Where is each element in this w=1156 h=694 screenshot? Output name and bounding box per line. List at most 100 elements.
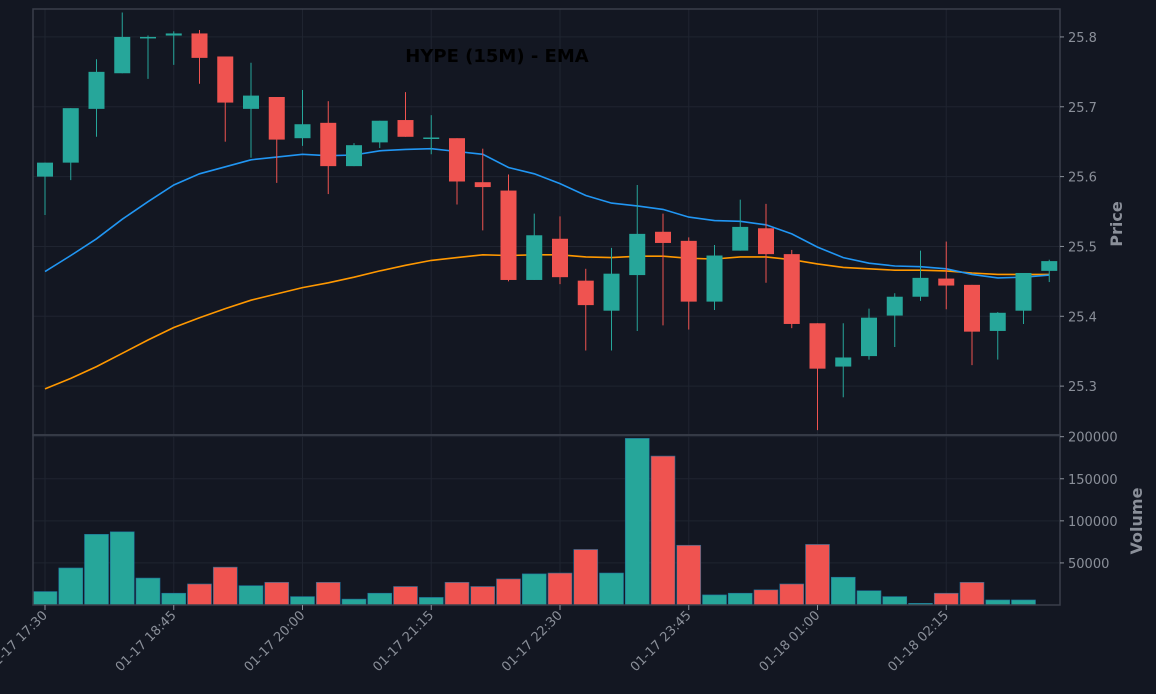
volume-bar: [830, 576, 856, 606]
candle-body-up: [1015, 272, 1032, 311]
volume-axis-label: Volume: [1127, 487, 1146, 554]
volume-panel-frame: [32, 434, 1061, 606]
price-tick-label: 25.4: [1068, 310, 1097, 325]
candle-body-up: [294, 124, 311, 139]
candle-body-down: [500, 190, 517, 280]
candle-body-down: [320, 122, 337, 167]
price-tick-label: 25.3: [1068, 380, 1097, 395]
volume-bar: [84, 534, 109, 606]
volume-bar: [805, 544, 830, 606]
candle-body-down: [191, 33, 208, 58]
price-panel-frame: [32, 8, 1061, 436]
candle-body-up: [526, 235, 543, 280]
volume-bars: [32, 438, 1036, 606]
candle-body-down: [680, 240, 697, 302]
volume-bar: [727, 592, 753, 606]
price-tick-label: 25.8: [1068, 31, 1097, 46]
volume-bar: [1011, 599, 1036, 606]
candle-body-down: [809, 323, 826, 369]
candle-body-down: [449, 138, 465, 182]
volume-bar: [856, 590, 882, 606]
candle-body-down: [577, 280, 594, 306]
volume-bar: [547, 572, 573, 606]
volume-bar: [779, 583, 805, 606]
volume-bar: [985, 599, 1011, 606]
volume-bar: [238, 585, 264, 606]
candle-body-up: [1041, 261, 1058, 271]
volume-bar: [444, 581, 470, 606]
candle-body-down: [938, 278, 955, 286]
candle-body-up: [423, 137, 440, 139]
volume-tick-label: 200000: [1068, 431, 1118, 446]
candle-body-up: [912, 277, 929, 297]
candle-body-down: [655, 231, 671, 243]
volume-bar: [882, 596, 908, 606]
candle-body-up: [886, 296, 903, 316]
time-tick-label: 01-17 17:30: [0, 608, 51, 675]
candle-body-up: [114, 36, 131, 74]
volume-bar: [109, 531, 135, 606]
candle-body-up: [989, 312, 1006, 331]
volume-bar: [650, 455, 676, 606]
candles: [37, 12, 1058, 431]
price-axis-label: Price: [1107, 201, 1126, 247]
volume-bar: [599, 572, 624, 606]
candle-body-down: [552, 238, 568, 278]
time-tick-label: 01-17 23:45: [628, 608, 695, 675]
ema-lines: [44, 147, 1050, 390]
candle-body-up: [371, 120, 388, 143]
candle-body-down: [268, 96, 285, 140]
volume-axis-ticks: 50000 100000 150000 200000: [1060, 431, 1118, 572]
volume-bar: [470, 586, 496, 606]
candle-body-up: [603, 273, 620, 311]
time-tick-label: 01-17 20:00: [242, 608, 309, 675]
candle-body-up: [346, 145, 362, 167]
candle-body-up: [62, 108, 79, 163]
grid: [33, 9, 1060, 605]
candle-body-up: [140, 36, 156, 39]
ema-slow-line: [44, 253, 1050, 390]
candle-body-down: [964, 284, 980, 332]
volume-bar: [161, 592, 187, 606]
candle-body-down: [474, 182, 491, 188]
candle-body-up: [835, 357, 852, 367]
volume-bar: [496, 578, 521, 606]
volume-bar: [341, 598, 367, 606]
volume-bar: [290, 596, 315, 606]
volume-bar: [676, 544, 702, 606]
candle-body-down: [397, 120, 414, 137]
time-tick-label: 01-17 18:45: [113, 608, 180, 675]
volume-bar: [212, 566, 238, 606]
candle-body-down: [758, 228, 774, 255]
time-axis-ticks: 01-17 17:30 01-17 18:45 01-17 20:00 01-17 2…: [0, 605, 952, 675]
volume-bar: [573, 549, 599, 606]
time-tick-label: 01-18 01:00: [757, 608, 824, 675]
volume-bar: [393, 586, 418, 606]
panel-frames: [32, 8, 1061, 606]
candle-body-up: [629, 233, 646, 276]
candle-body-up: [706, 255, 723, 302]
chart-title: HYPE (15M) - EMA: [405, 46, 588, 67]
time-tick-label: 01-18 02:15: [885, 608, 952, 675]
volume-bar: [187, 583, 212, 606]
volume-bar: [135, 577, 161, 606]
volume-bar: [624, 438, 650, 606]
volume-tick-label: 100000: [1068, 515, 1118, 530]
price-axis-ticks: 25.3 25.4 25.5 25.6 25.7 25.8: [1060, 31, 1097, 395]
candle-body-up: [861, 317, 877, 357]
candle-body-down: [783, 254, 800, 324]
time-tick-label: 01-17 21:15: [370, 608, 437, 675]
candle-body-up: [88, 71, 105, 109]
ema-fast-line: [44, 147, 1050, 279]
candle-body-up: [165, 33, 182, 36]
volume-bar: [418, 597, 444, 606]
price-tick-label: 25.6: [1068, 171, 1097, 186]
volume-bar: [367, 592, 393, 606]
price-tick-label: 25.7: [1068, 101, 1097, 116]
candle-body-up: [243, 95, 259, 109]
volume-bar: [521, 573, 547, 606]
volume-bar: [32, 591, 58, 606]
volume-bar: [264, 581, 290, 606]
candle-body-up: [37, 162, 53, 177]
